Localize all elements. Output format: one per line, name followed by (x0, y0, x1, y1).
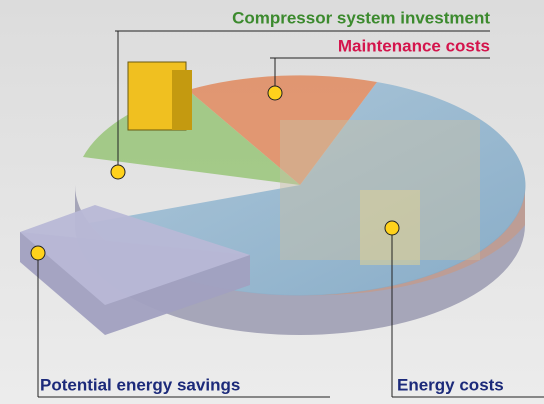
compressor-side (172, 70, 192, 130)
callout-dot (110, 164, 126, 180)
callout-dot (384, 220, 400, 236)
callout-dot (30, 245, 46, 261)
slice-savings (20, 205, 250, 305)
callout-dot (267, 85, 283, 101)
label-energy: Energy costs (397, 375, 504, 394)
label-savings: Potential energy savings (40, 375, 240, 394)
slice-maintenance (188, 75, 377, 185)
label-maintenance: Maintenance costs (338, 36, 490, 55)
label-investment: Compressor system investment (232, 8, 490, 27)
